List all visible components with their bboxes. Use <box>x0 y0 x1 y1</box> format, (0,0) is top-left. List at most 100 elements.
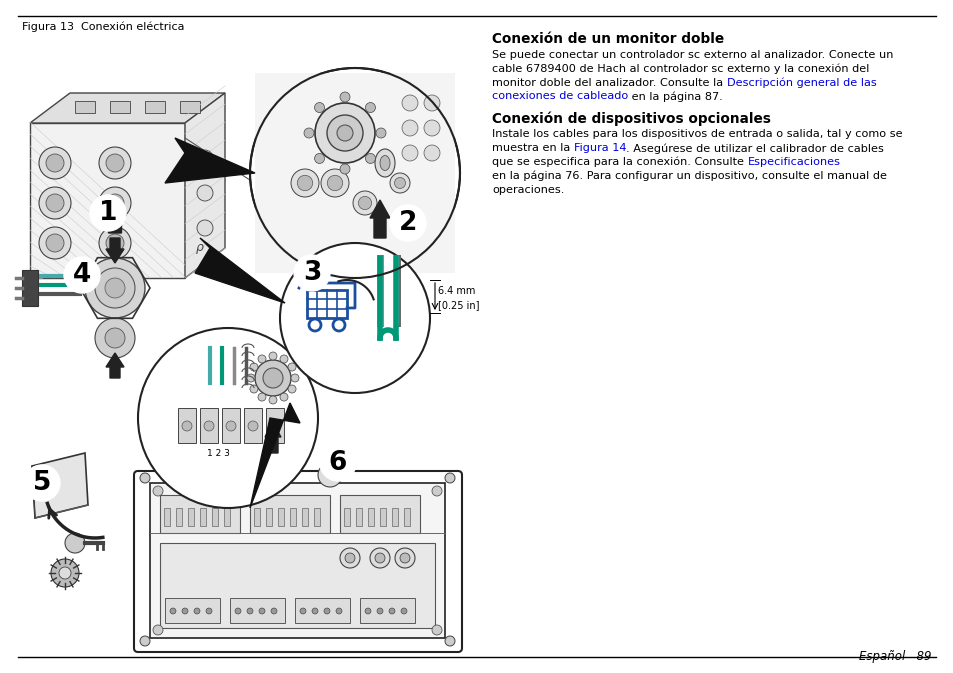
Circle shape <box>365 102 375 112</box>
Circle shape <box>39 147 71 179</box>
Circle shape <box>280 243 430 393</box>
Circle shape <box>324 608 330 614</box>
Circle shape <box>280 393 288 401</box>
Circle shape <box>358 197 372 209</box>
Text: ρ: ρ <box>196 242 204 254</box>
Bar <box>368 508 374 526</box>
Circle shape <box>105 328 125 348</box>
Circle shape <box>196 150 213 166</box>
Circle shape <box>423 145 439 161</box>
Bar <box>344 508 350 526</box>
Bar <box>180 101 200 113</box>
Circle shape <box>39 227 71 259</box>
Bar <box>359 598 415 623</box>
Text: . Asegúrese de utilizar el calibrador de cables: . Asegúrese de utilizar el calibrador de… <box>626 143 883 153</box>
Circle shape <box>152 625 163 635</box>
Circle shape <box>234 608 241 614</box>
Circle shape <box>390 173 410 193</box>
Circle shape <box>291 169 318 197</box>
Bar <box>75 101 95 113</box>
Circle shape <box>46 154 64 172</box>
Text: 1: 1 <box>99 200 117 226</box>
Circle shape <box>365 153 375 164</box>
Circle shape <box>106 234 124 252</box>
Circle shape <box>64 257 100 293</box>
Circle shape <box>304 128 314 138</box>
Circle shape <box>353 191 376 215</box>
Bar <box>160 543 435 628</box>
Circle shape <box>280 355 288 363</box>
Circle shape <box>444 636 455 646</box>
Circle shape <box>65 533 85 553</box>
Circle shape <box>51 559 79 587</box>
Circle shape <box>375 128 386 138</box>
Polygon shape <box>250 403 299 508</box>
FancyArrow shape <box>370 200 390 238</box>
Circle shape <box>140 636 150 646</box>
Bar <box>212 508 218 526</box>
Bar <box>110 101 130 113</box>
Circle shape <box>335 608 341 614</box>
Circle shape <box>140 473 150 483</box>
Circle shape <box>46 234 64 252</box>
Circle shape <box>365 608 371 614</box>
Circle shape <box>288 363 295 371</box>
Bar <box>355 508 361 526</box>
Circle shape <box>257 463 282 487</box>
Circle shape <box>444 473 455 483</box>
Bar <box>253 508 260 526</box>
Bar <box>178 408 195 443</box>
Text: cable 6789400 de Hach al controlador sc externo y la conexión del: cable 6789400 de Hach al controlador sc … <box>492 64 868 74</box>
Circle shape <box>375 553 385 563</box>
Circle shape <box>400 608 407 614</box>
Circle shape <box>390 205 426 241</box>
Circle shape <box>106 154 124 172</box>
Bar <box>165 598 220 623</box>
Circle shape <box>247 608 253 614</box>
Text: Instale los cables para los dispositivos de entrada o salida, tal y como se: Instale los cables para los dispositivos… <box>492 129 902 139</box>
Circle shape <box>327 115 363 151</box>
Bar <box>200 408 218 443</box>
Circle shape <box>99 227 131 259</box>
Circle shape <box>309 319 320 331</box>
Circle shape <box>376 608 382 614</box>
Circle shape <box>297 175 313 190</box>
Text: que se especifica para la conexión. Consulte: que se especifica para la conexión. Cons… <box>492 157 747 168</box>
Circle shape <box>193 608 200 614</box>
Text: Figura 14: Figura 14 <box>574 143 626 153</box>
Text: monitor doble del analizador. Consulte la: monitor doble del analizador. Consulte l… <box>492 77 726 87</box>
Bar <box>145 101 165 113</box>
Circle shape <box>319 445 355 481</box>
Circle shape <box>248 421 257 431</box>
Polygon shape <box>32 453 88 518</box>
Circle shape <box>254 360 291 396</box>
Circle shape <box>250 385 257 393</box>
Bar <box>224 508 230 526</box>
Circle shape <box>250 68 459 278</box>
Circle shape <box>105 278 125 298</box>
Bar <box>379 508 386 526</box>
Circle shape <box>39 187 71 219</box>
Circle shape <box>257 393 266 401</box>
Text: Descripción general de las: Descripción general de las <box>726 77 876 88</box>
Bar <box>314 508 319 526</box>
Polygon shape <box>30 93 225 123</box>
Circle shape <box>46 194 64 212</box>
Circle shape <box>250 363 257 371</box>
Circle shape <box>206 608 212 614</box>
Polygon shape <box>185 93 225 278</box>
Bar <box>175 508 182 526</box>
Circle shape <box>269 396 276 404</box>
Circle shape <box>299 608 306 614</box>
Text: 6.4 mm
[0.25 in]: 6.4 mm [0.25 in] <box>437 286 479 310</box>
Circle shape <box>432 625 441 635</box>
Bar <box>200 508 206 526</box>
Circle shape <box>257 355 266 363</box>
FancyArrow shape <box>106 353 124 378</box>
Bar <box>230 598 285 623</box>
Circle shape <box>327 175 342 190</box>
Bar <box>266 508 272 526</box>
Text: conexiones de cableado: conexiones de cableado <box>492 92 628 102</box>
Bar <box>266 408 284 443</box>
Bar <box>277 508 284 526</box>
